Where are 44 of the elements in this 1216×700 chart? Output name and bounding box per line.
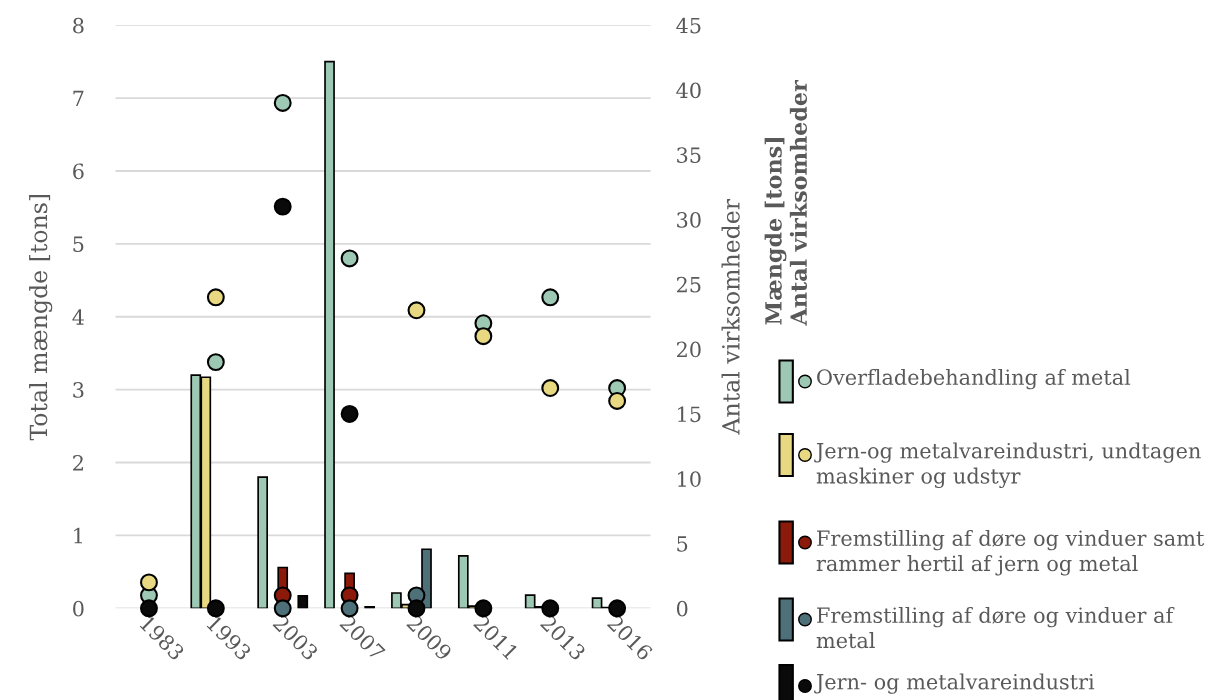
legend-label: Fremstilling af døre og vinduer af metal: [816, 606, 1175, 649]
point: [541, 288, 560, 307]
bar: [297, 595, 309, 609]
point: [608, 392, 627, 410]
legend-label: Jern- og metalvareindustri: [814, 673, 1095, 694]
y-tick-label: 6: [73, 163, 84, 180]
y2-tick-label: 15: [678, 406, 701, 423]
legend-title: Mængde [tons] Antal virksomheder: [764, 80, 808, 326]
bar: [257, 476, 269, 609]
legend-label: Overfladebehandling af metal: [817, 368, 1131, 390]
point: [140, 573, 158, 592]
y-tick-label: 1: [74, 527, 83, 544]
y-tick-label: 7: [73, 90, 84, 106]
y2-tick-label: 45: [676, 17, 701, 34]
y2-tick-label: 35: [677, 147, 701, 163]
point: [340, 249, 359, 268]
point: [206, 288, 225, 307]
y2-tick-label: 30: [677, 212, 701, 228]
legend-label: Fremstilling af døre og vinduer samt rammer hertil af jern og metal: [816, 529, 1205, 576]
y-tick-label: 5: [73, 236, 84, 253]
y2-tick-label: 40: [676, 82, 701, 99]
point: [340, 404, 359, 423]
point: [541, 379, 560, 397]
y-tick-label: 8: [73, 17, 84, 34]
point: [474, 327, 493, 346]
legend-label: Jern-og metalvareindustri, undtagen maskiner og udstyr: [814, 442, 1201, 489]
point: [273, 197, 292, 216]
y-tick-label: 2: [73, 454, 83, 471]
point: [407, 301, 426, 320]
y2-tick-label: 20: [676, 341, 701, 358]
bar: [324, 60, 335, 609]
point: [273, 93, 292, 112]
point: [140, 599, 158, 618]
y2-tick-label: 0: [676, 600, 688, 617]
point: [206, 353, 225, 372]
y-tick-label: 4: [72, 309, 84, 325]
y-tick-label: 3: [73, 382, 84, 398]
y-tick-label: 0: [73, 600, 84, 617]
point: [206, 599, 225, 618]
y2-tick-label: 5: [677, 536, 688, 552]
y-axis-title: Total mængde [tons]: [29, 194, 53, 441]
y2-tick-label: 10: [678, 471, 701, 487]
y2-tick-label: 25: [676, 276, 701, 293]
y2-axis-title: Antal virksomheder: [721, 198, 740, 435]
